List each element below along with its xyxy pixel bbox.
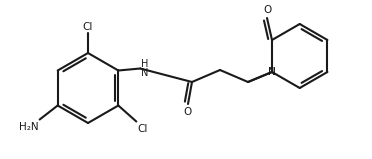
- Text: Cl: Cl: [137, 124, 148, 134]
- Text: H₂N: H₂N: [19, 121, 39, 131]
- Text: Cl: Cl: [83, 22, 93, 32]
- Text: N: N: [268, 67, 276, 77]
- Text: H
N: H N: [141, 59, 149, 78]
- Text: N: N: [268, 67, 276, 77]
- Text: O: O: [263, 5, 271, 15]
- Text: O: O: [183, 107, 191, 117]
